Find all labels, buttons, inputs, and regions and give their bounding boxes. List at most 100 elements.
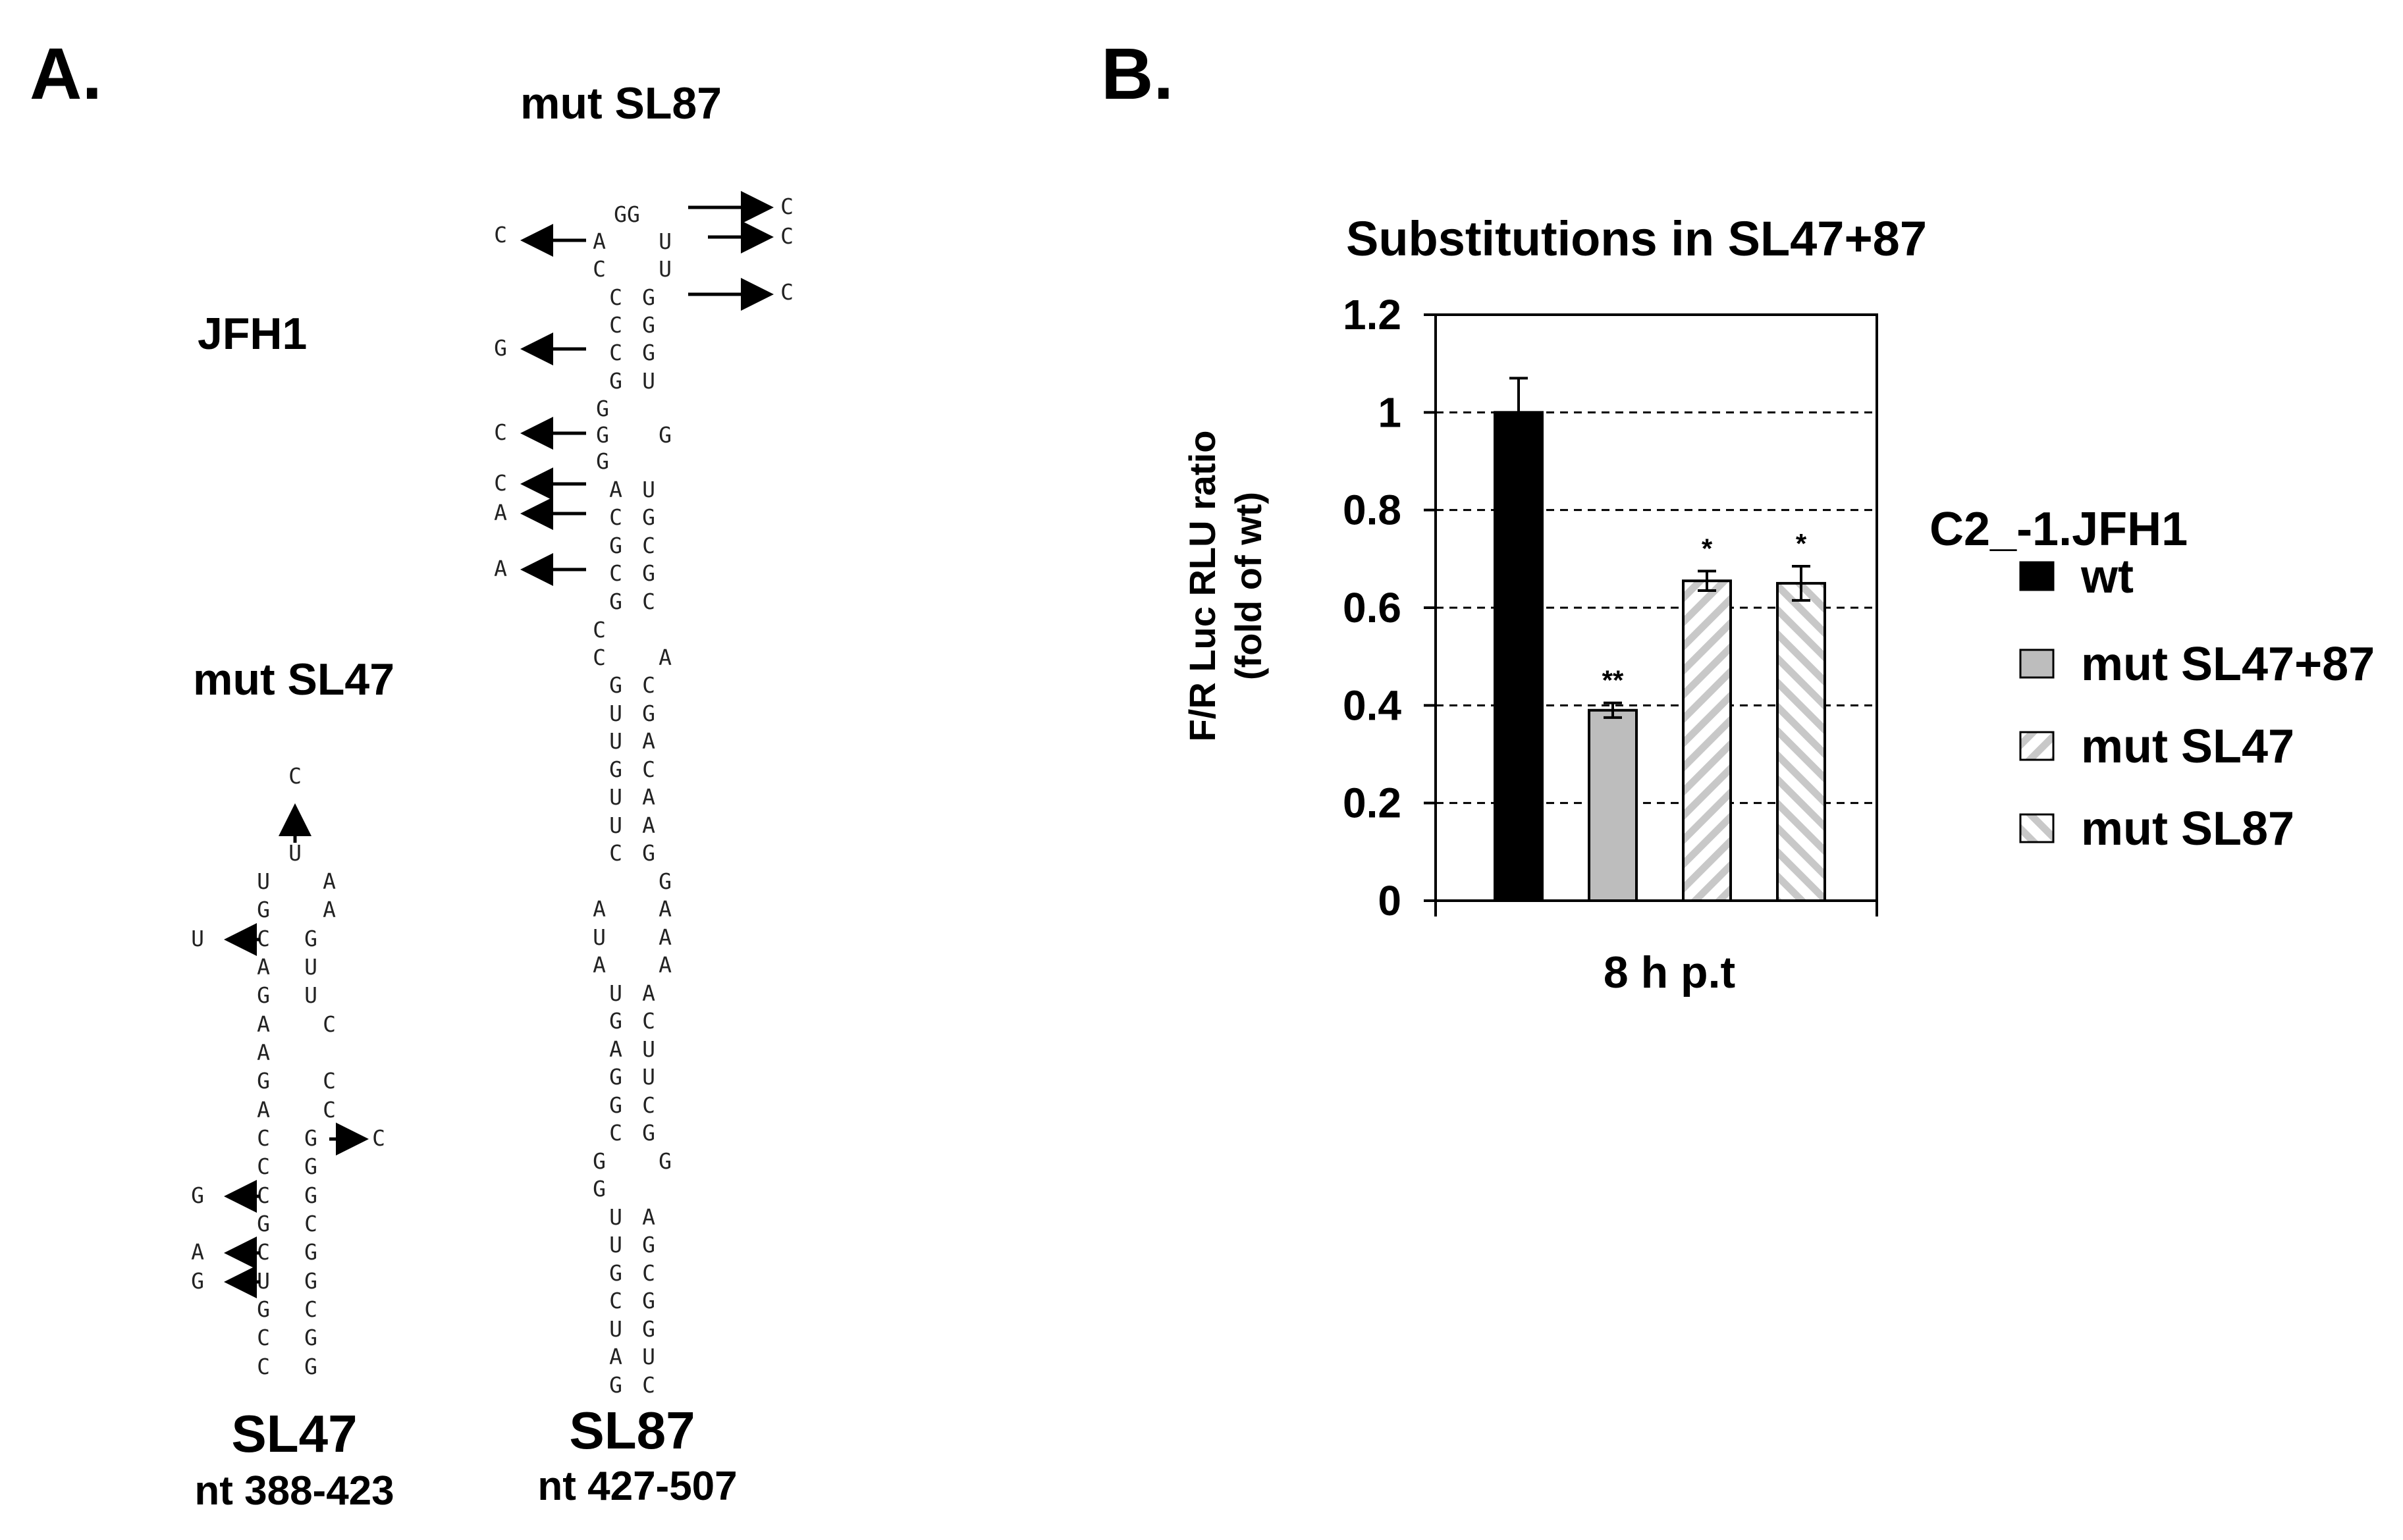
- svg-text:C: C: [593, 256, 606, 282]
- svg-text:A: A: [642, 812, 655, 838]
- svg-text:U: U: [609, 701, 622, 726]
- svg-text:U: U: [593, 924, 606, 950]
- svg-text:G: G: [191, 1268, 204, 1294]
- svg-text:G: G: [304, 1354, 317, 1379]
- legend-swatch: [2019, 649, 2055, 679]
- svg-text:U: U: [609, 812, 622, 838]
- svg-text:A: A: [494, 556, 507, 581]
- svg-text:C: C: [642, 1092, 655, 1118]
- significance-marker: **: [1602, 665, 1624, 696]
- svg-text:G: G: [609, 589, 622, 614]
- bar: [1776, 581, 1826, 903]
- legend-swatch: [2019, 561, 2055, 591]
- svg-text:G: G: [659, 868, 672, 894]
- svg-text:C: C: [257, 926, 270, 951]
- svg-text:C: C: [642, 1372, 655, 1398]
- svg-text:U: U: [609, 1232, 622, 1258]
- svg-text:G: G: [596, 396, 609, 421]
- svg-text:A: A: [191, 1239, 204, 1265]
- svg-text:A: A: [257, 954, 270, 980]
- sl47-range: nt 388-423: [194, 1468, 394, 1514]
- bar: [1588, 708, 1638, 902]
- svg-text:C: C: [609, 1288, 622, 1314]
- y-tick-label: 0.4: [1343, 681, 1401, 729]
- svg-text:G: G: [609, 1372, 622, 1398]
- svg-text:A: A: [323, 868, 336, 894]
- svg-text:A: A: [593, 952, 606, 978]
- panel-a-label: A.: [30, 34, 102, 115]
- svg-text:G: G: [642, 840, 655, 866]
- svg-text:C: C: [323, 1097, 336, 1123]
- svg-text:G: G: [609, 533, 622, 558]
- legend-swatch: [2019, 813, 2055, 843]
- y-tick-label: 1.2: [1343, 291, 1401, 338]
- svg-text:C: C: [494, 470, 507, 496]
- jfh1-label: JFH1: [198, 309, 307, 359]
- bars: *** *: [1494, 377, 1826, 903]
- svg-text:U: U: [642, 368, 655, 394]
- svg-text:C: C: [257, 1239, 270, 1265]
- legend-entry: wt: [2080, 550, 2134, 603]
- svg-text:A: A: [642, 980, 655, 1006]
- svg-text:C: C: [288, 763, 302, 789]
- svg-text:G: G: [659, 422, 672, 448]
- svg-text:G: G: [304, 926, 317, 951]
- svg-text:GG: GG: [614, 201, 640, 227]
- svg-text:G: G: [593, 1148, 606, 1174]
- svg-text:G: G: [257, 1068, 270, 1094]
- y-tick-label: 0.2: [1343, 780, 1401, 827]
- x-axis-label: 8 h p.t: [1604, 947, 1735, 997]
- svg-text:U: U: [257, 1268, 270, 1294]
- svg-text:A: A: [659, 645, 672, 670]
- svg-text:C: C: [304, 1211, 317, 1236]
- svg-text:C: C: [257, 1125, 270, 1151]
- svg-text:G: G: [642, 340, 655, 365]
- svg-text:C: C: [372, 1125, 385, 1151]
- mut-sl47-label: mut SL47: [193, 654, 394, 704]
- svg-text:C: C: [304, 1296, 317, 1322]
- svg-text:G: G: [642, 504, 655, 530]
- svg-text:G: G: [642, 1232, 655, 1258]
- svg-text:G: G: [642, 701, 655, 726]
- svg-text:G: G: [609, 1092, 622, 1118]
- svg-text:A: A: [323, 897, 336, 922]
- svg-text:G: G: [642, 1120, 655, 1146]
- svg-text:A: A: [257, 1097, 270, 1123]
- svg-text:A: A: [642, 784, 655, 810]
- svg-text:C: C: [780, 194, 794, 219]
- svg-text:U: U: [642, 1064, 655, 1090]
- sl87-range: nt 427-507: [537, 1464, 737, 1509]
- svg-text:G: G: [596, 448, 609, 474]
- chart-title: Substitutions in SL47+87: [1346, 211, 1927, 266]
- svg-text:G: G: [642, 312, 655, 338]
- svg-text:U: U: [609, 980, 622, 1006]
- svg-text:C: C: [593, 617, 606, 643]
- svg-text:G: G: [304, 1182, 317, 1208]
- svg-text:G: G: [304, 1239, 317, 1265]
- svg-text:G: G: [494, 335, 507, 361]
- sl47-name: SL47: [231, 1404, 357, 1463]
- svg-text:U: U: [304, 982, 317, 1008]
- svg-text:U: U: [609, 728, 622, 754]
- svg-text:C: C: [323, 1011, 336, 1037]
- svg-text:U: U: [609, 1316, 622, 1342]
- bar: [1682, 579, 1732, 902]
- svg-text:G: G: [593, 1176, 606, 1202]
- svg-text:C: C: [257, 1325, 270, 1350]
- svg-text:G: G: [304, 1125, 317, 1151]
- svg-text:C: C: [642, 589, 655, 614]
- svg-text:G: G: [304, 1325, 317, 1350]
- svg-text:U: U: [304, 954, 317, 980]
- svg-text:C: C: [642, 533, 655, 558]
- svg-text:C: C: [494, 419, 507, 445]
- svg-text:A: A: [609, 1036, 622, 1062]
- y-axis-label-line2: (fold of wt): [1228, 492, 1269, 680]
- svg-text:U: U: [609, 1204, 622, 1230]
- svg-text:A: A: [642, 1204, 655, 1230]
- svg-text:C: C: [780, 279, 794, 305]
- legend: wt mut SL47+87 mut SL47 mut SL87: [2019, 550, 2375, 855]
- legend-title: C2_-1.JFH1: [1930, 503, 2188, 556]
- svg-text:C: C: [609, 1120, 622, 1146]
- svg-text:A: A: [659, 924, 672, 950]
- svg-text:G: G: [642, 1288, 655, 1314]
